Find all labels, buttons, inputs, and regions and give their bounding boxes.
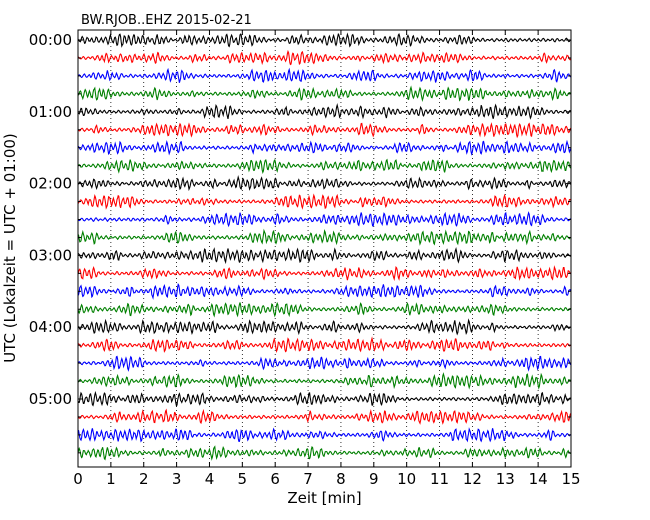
trace-10 <box>77 211 571 228</box>
x-tick-label-14: 14 <box>529 470 548 488</box>
trace-6 <box>77 139 572 156</box>
x-tick-label-2: 2 <box>139 470 149 488</box>
y-tick-label-3: 03:00 <box>29 246 72 264</box>
x-axis: 0 1 2 3 4 5 6 7 8 9 10 11 12 13 14 15 <box>73 30 581 488</box>
trace-11 <box>77 228 571 246</box>
y-axis: 00:00 01:00 02:00 03:00 04:00 05:00 <box>29 31 571 454</box>
y-axis-label: UTC (Lokalzeit = UTC + 01:00) <box>1 133 19 363</box>
trace-8 <box>77 174 572 192</box>
trace-group <box>77 32 572 461</box>
trace-0 <box>77 32 572 48</box>
y-tick-label-5: 05:00 <box>29 390 72 408</box>
x-tick-label-10: 10 <box>397 470 416 488</box>
x-tick-label-4: 4 <box>205 470 215 488</box>
trace-3 <box>77 85 572 102</box>
trace-5 <box>77 122 572 139</box>
trace-12 <box>77 246 571 265</box>
y-tick-label-1: 01:00 <box>29 103 72 121</box>
trace-19 <box>77 372 572 390</box>
trace-21 <box>77 408 572 425</box>
x-tick-label-7: 7 <box>303 470 313 488</box>
x-tick-label-0: 0 <box>73 470 83 488</box>
x-tick-label-9: 9 <box>369 470 379 488</box>
trace-7 <box>77 158 572 175</box>
y-tick-label-4: 04:00 <box>29 318 72 336</box>
x-tick-label-1: 1 <box>106 470 116 488</box>
x-tick-label-6: 6 <box>270 470 280 488</box>
plot-frame <box>77 29 572 468</box>
grid-lines <box>110 30 539 467</box>
trace-4 <box>77 102 571 120</box>
x-tick-label-15: 15 <box>561 470 580 488</box>
x-tick-label-3: 3 <box>172 470 182 488</box>
x-tick-label-8: 8 <box>336 470 346 488</box>
trace-17 <box>77 336 571 353</box>
trace-14 <box>77 282 572 300</box>
x-tick-label-11: 11 <box>430 470 449 488</box>
trace-18 <box>77 355 572 372</box>
x-tick-label-13: 13 <box>496 470 515 488</box>
chart-title: BW.RJOB..EHZ 2015-02-21 <box>81 13 252 28</box>
trace-16 <box>77 318 571 336</box>
trace-23 <box>77 445 571 461</box>
trace-9 <box>77 193 572 210</box>
trace-15 <box>77 301 571 318</box>
trace-22 <box>77 427 571 443</box>
y-tick-label-2: 02:00 <box>29 175 72 193</box>
x-tick-label-5: 5 <box>238 470 248 488</box>
trace-20 <box>77 390 572 407</box>
x-tick-label-12: 12 <box>463 470 482 488</box>
trace-2 <box>77 67 572 83</box>
trace-13 <box>77 265 572 282</box>
x-axis-label: Zeit [min] <box>287 489 361 507</box>
trace-1 <box>77 49 572 66</box>
y-tick-label-0: 00:00 <box>29 31 72 49</box>
